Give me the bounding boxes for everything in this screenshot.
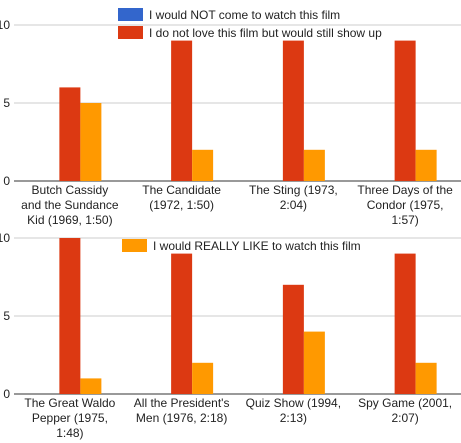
legend-label-not: I would NOT come to watch this film xyxy=(149,8,340,22)
y-tick-label: 10 xyxy=(0,231,10,245)
y-tick-label: 5 xyxy=(3,96,10,110)
bar-dont_love-2 xyxy=(171,40,193,181)
x-tick-label: All the President's Men (1976, 2:18) xyxy=(134,396,230,425)
bar-really_like-1 xyxy=(80,103,102,181)
bar-really_like-1 xyxy=(80,378,102,394)
bar-really_like-4 xyxy=(415,149,437,181)
x-tick-label: Three Days of the Condor (1975, 1:57) xyxy=(357,183,453,227)
bar-dont_love-1 xyxy=(59,238,81,394)
y-tick-label: 0 xyxy=(3,174,10,188)
legend-swatch-really_like xyxy=(122,239,147,252)
legend-label-really_like: I would REALLY LIKE to watch this film xyxy=(153,239,361,253)
bar-dont_love-3 xyxy=(282,40,304,181)
bar-really_like-3 xyxy=(303,149,325,181)
bar-really_like-4 xyxy=(415,362,437,394)
legend-swatch-dont_love xyxy=(118,26,143,39)
y-tick-label: 10 xyxy=(0,18,10,32)
bar-dont_love-1 xyxy=(59,87,81,181)
bar-really_like-3 xyxy=(303,331,325,394)
x-tick-label: The Sting (1973, 2:04) xyxy=(249,183,338,212)
bar-really_like-2 xyxy=(192,362,214,394)
legend-swatch-not xyxy=(118,8,143,21)
x-tick-label: The Candidate (1972, 1:50) xyxy=(142,183,221,212)
bar-dont_love-4 xyxy=(394,40,416,181)
bar-dont_love-4 xyxy=(394,253,416,394)
y-tick-label: 0 xyxy=(3,387,10,401)
x-tick-label: Spy Game (2001, 2:07) xyxy=(358,396,452,425)
x-tick-label: The Great Waldo Pepper (1975, 1:48) xyxy=(24,396,115,440)
bar-dont_love-3 xyxy=(282,284,304,394)
bar-really_like-2 xyxy=(192,149,214,181)
x-tick-label: Quiz Show (1994, 2:13) xyxy=(246,396,341,425)
x-tick-label: Butch Cassidy and the Sundance Kid (1969, … xyxy=(21,183,119,227)
bar-dont_love-2 xyxy=(171,253,193,394)
y-tick-label: 5 xyxy=(3,309,10,323)
legend-label-dont_love: I do not love this film but would still … xyxy=(149,26,382,40)
